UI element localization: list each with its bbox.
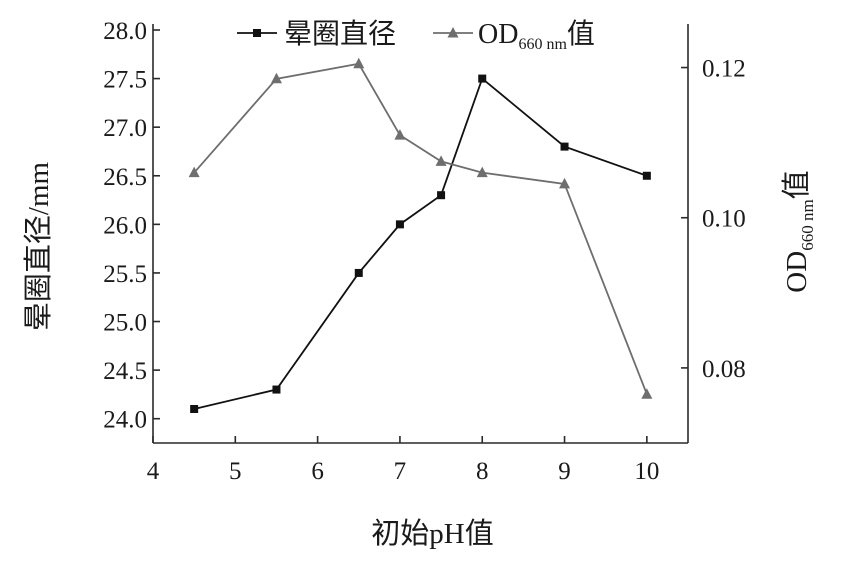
left-y-tick-label: 26.0 [103, 212, 147, 239]
legend-marker-square [253, 29, 261, 37]
legend-label-od: OD660 nm值 [478, 18, 595, 53]
x-axis-title: 初始pH值 [371, 517, 493, 550]
left-y-tick-label: 24.5 [103, 358, 147, 385]
x-tick-label: 5 [229, 458, 242, 485]
left-y-tick-label: 28.0 [103, 18, 147, 45]
x-tick-label: 6 [311, 458, 324, 485]
legend-marker-triangle [447, 27, 459, 38]
left-y-tick-label: 24.0 [103, 407, 147, 434]
left-y-tick-label: 25.0 [103, 310, 147, 337]
x-tick-label: 8 [476, 458, 489, 485]
series-line [193, 62, 648, 395]
data-point-triangle [270, 72, 282, 84]
data-point-square [478, 74, 487, 83]
right-y-tick-label: 0.12 [702, 56, 746, 83]
series-line [193, 77, 648, 410]
data-point-square [190, 404, 199, 413]
x-tick-label: 7 [394, 458, 407, 485]
left-y-axis-title: 晕圈直径/mm [22, 161, 55, 331]
data-point-triangle [476, 166, 488, 178]
series-halo-diameter [190, 74, 651, 413]
data-point-triangle [394, 129, 406, 140]
x-tick-label: 4 [147, 458, 160, 485]
axes: 4 5 6 7 8 9 10 24.0 24.5 25.0 25.5 26.0 26.5 27.0 27.5… [103, 18, 746, 485]
left-y-tick-label: 27.0 [103, 115, 147, 142]
data-point-square [642, 171, 651, 180]
right-y-tick-label: 0.08 [702, 356, 746, 383]
x-tick-label: 9 [558, 458, 571, 485]
data-point-triangle [641, 388, 653, 399]
data-point-square [272, 385, 281, 394]
left-y-tick-label: 26.5 [103, 164, 147, 191]
x-tick-label: 10 [634, 458, 659, 485]
data-point-triangle [188, 166, 200, 178]
data-point-triangle [559, 177, 571, 189]
legend: 晕圈直径 OD660 nm值 [237, 18, 595, 53]
data-point-square [395, 220, 404, 229]
axis-titles: 初始pH值 晕圈直径/mm OD660 nm值 [22, 161, 817, 550]
right-y-tick-label: 0.10 [702, 206, 746, 233]
series-layer [188, 57, 653, 413]
data-point-square [560, 142, 569, 151]
series-od660 [188, 57, 653, 399]
data-point-square [354, 268, 363, 277]
legend-label-halo: 晕圈直径 [284, 18, 396, 50]
data-point-triangle [435, 155, 447, 166]
left-y-tick-label: 25.5 [103, 261, 147, 288]
right-y-axis-title: OD660 nm值 [780, 170, 817, 292]
data-point-square [437, 191, 446, 200]
left-y-tick-label: 27.5 [103, 67, 147, 94]
data-point-triangle [353, 57, 365, 69]
